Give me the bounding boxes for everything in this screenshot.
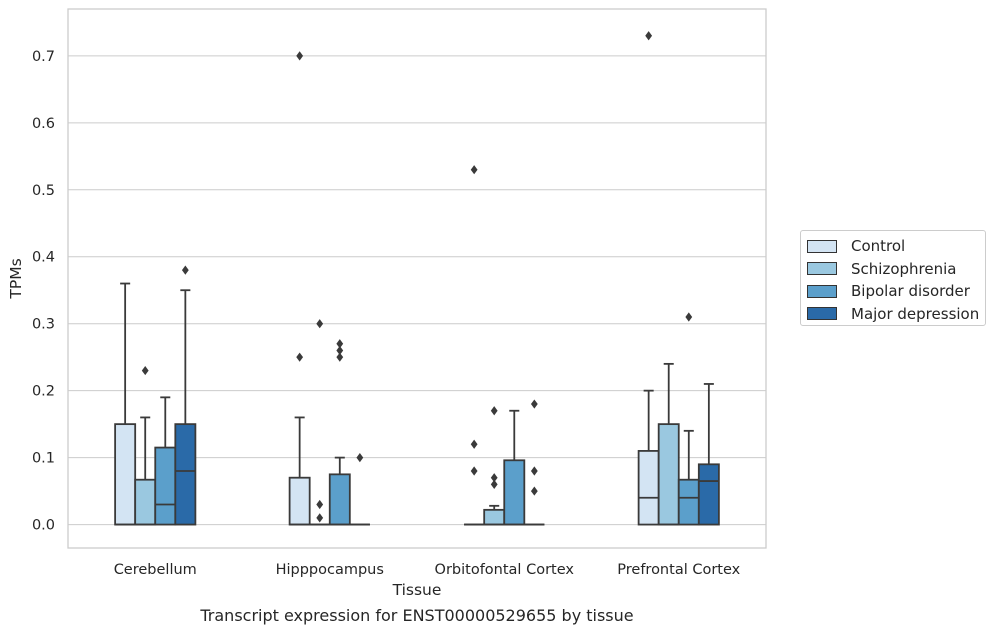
x-tick-label: Prefrontal Cortex [617, 562, 740, 578]
box-major-depression-prefrontal-cortex [697, 463, 720, 526]
legend-item-schizophrenia: Schizophrenia [807, 258, 985, 281]
legend-item-major-depression: Major depression [807, 303, 985, 326]
y-tick-label: 0.1 [32, 451, 55, 467]
y-tick-label: 0.0 [32, 518, 55, 534]
legend-label-control: Control [851, 237, 906, 256]
box-control-hipppocampus-outlier [296, 352, 304, 362]
box-control-hipppocampus [288, 476, 311, 526]
box-major-depression-cerebellum [174, 423, 197, 526]
legend-label-schizophrenia: Schizophrenia [851, 259, 957, 278]
box-major-depression-hipppocampus-outlier [356, 453, 364, 463]
box-bipolar-disorder-hipppocampus-outlier [336, 339, 344, 349]
box-bipolar-disorder-cerebellum [154, 446, 177, 526]
x-axis-label: Tissue [392, 581, 442, 599]
x-tick-label: Orbitofontal Cortex [435, 562, 575, 578]
x-tick-label: Cerebellum [114, 562, 197, 578]
box-major-depression-orbitofontal-cortex-outlier [530, 399, 538, 409]
box-control-prefrontal-cortex [637, 450, 660, 526]
y-tick-label: 0.2 [32, 384, 55, 400]
y-tick-label: 0.3 [32, 317, 55, 333]
box-schizophrenia-orbitofontal-cortex-outlier [490, 479, 498, 489]
box-schizophrenia-hipppocampus-outlier [316, 513, 324, 523]
y-tick-label: 0.6 [32, 116, 55, 132]
legend-swatch-major-depression [807, 307, 837, 321]
box-schizophrenia-cerebellum [134, 478, 157, 526]
legend-item-control: Control [807, 235, 985, 258]
box-control-prefrontal-cortex-outlier [645, 31, 653, 41]
legend-swatch-schizophrenia [807, 262, 837, 276]
y-tick-label: 0.5 [32, 183, 55, 199]
box-schizophrenia-orbitofontal-cortex-outlier [490, 406, 498, 416]
box-control-orbitofontal-cortex-outlier [470, 439, 478, 449]
box-control-cerebellum [114, 423, 137, 526]
box-bipolar-disorder-hipppocampus [328, 473, 351, 526]
box-major-depression-cerebellum-outlier [181, 265, 189, 275]
box-schizophrenia-prefrontal-cortex [657, 423, 680, 526]
box-major-depression-orbitofontal-cortex-outlier [530, 486, 538, 496]
box-bipolar-disorder-hipppocampus-outlier [336, 345, 344, 356]
legend-label-bipolar-disorder: Bipolar disorder [851, 282, 970, 301]
box-schizophrenia-cerebellum-outlier [141, 365, 149, 376]
legend-item-bipolar-disorder: Bipolar disorder [807, 280, 985, 303]
box-control-hipppocampus-outlier [296, 51, 304, 61]
box-schizophrenia-orbitofontal-cortex [483, 508, 506, 526]
x-tick-label: Hipppocampus [276, 562, 384, 578]
box-control-orbitofontal-cortex-outlier [470, 165, 478, 175]
box-bipolar-disorder-hipppocampus-outlier [336, 352, 344, 362]
plot-frame [67, 8, 767, 549]
legend-label-major-depression: Major depression [851, 304, 980, 323]
legend: Control Schizophrenia Bipolar disorder M… [800, 230, 986, 326]
y-tick-label: 0.7 [32, 49, 55, 65]
box-bipolar-disorder-prefrontal-cortex [677, 478, 700, 526]
box-schizophrenia-orbitofontal-cortex-outlier [490, 473, 498, 483]
box-schizophrenia-hipppocampus-outlier [316, 499, 324, 510]
box-control-orbitofontal-cortex-outlier [470, 466, 478, 476]
box-bipolar-disorder-orbitofontal-cortex [503, 459, 526, 526]
box-schizophrenia-hipppocampus-outlier [316, 319, 324, 329]
legend-swatch-control [807, 239, 837, 253]
y-tick-label: 0.4 [32, 250, 55, 266]
box-bipolar-disorder-prefrontal-cortex-outlier [685, 312, 693, 322]
box-major-depression-orbitofontal-cortex-outlier [530, 466, 538, 476]
chart-caption: Transcript expression for ENST0000052965… [200, 606, 634, 625]
y-axis-label: TPMs [7, 258, 25, 299]
legend-swatch-bipolar-disorder [807, 284, 837, 298]
